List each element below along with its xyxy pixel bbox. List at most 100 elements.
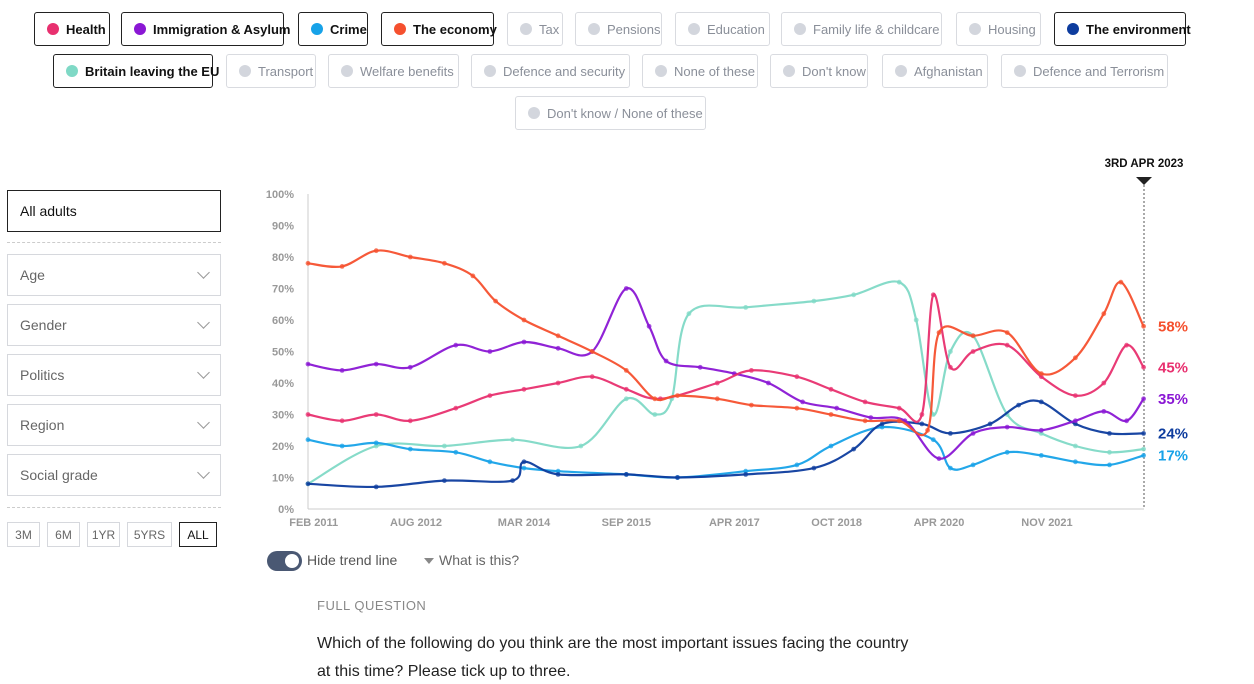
range-button-1yr[interactable]: 1YR bbox=[87, 522, 120, 547]
data-point-immigration-and-asylum bbox=[373, 361, 379, 367]
legend-dot-icon bbox=[528, 107, 540, 119]
data-point-immigration-and-asylum bbox=[1038, 427, 1044, 433]
issue-chip-label: Education bbox=[707, 21, 765, 37]
x-tick-label: APR 2017 bbox=[709, 517, 760, 529]
filter-label: Gender bbox=[20, 317, 67, 333]
x-tick-label: OCT 2018 bbox=[811, 517, 862, 529]
divider bbox=[7, 507, 221, 508]
data-point-britain-leaving-the-eu bbox=[743, 305, 749, 310]
issue-chip-label: Transport bbox=[258, 63, 314, 79]
range-button-all[interactable]: ALL bbox=[179, 522, 217, 547]
series-line-britain-leaving-the-eu bbox=[306, 280, 1145, 485]
y-tick-label: 40% bbox=[272, 378, 294, 390]
data-point-britain-leaving-the-eu bbox=[686, 311, 692, 317]
data-point-crime bbox=[1073, 459, 1078, 465]
filter-gender-dropdown[interactable]: Gender bbox=[7, 304, 221, 346]
what-is-this-label[interactable]: What is this? bbox=[439, 552, 520, 568]
x-tick-label: SEP 2015 bbox=[602, 517, 651, 529]
data-point-immigration-and-asylum bbox=[487, 349, 493, 354]
data-point-crime bbox=[339, 443, 345, 449]
issue-chip-welfare-benefits[interactable]: Welfare benefits bbox=[328, 54, 459, 88]
x-tick-label: AUG 2012 bbox=[390, 517, 442, 529]
data-point-health bbox=[749, 368, 754, 373]
issue-chip-label: Family life & childcare bbox=[813, 21, 940, 37]
y-tick-label: 60% bbox=[272, 315, 294, 327]
legend-dot-icon bbox=[311, 23, 323, 35]
end-value-label-crime: 17% bbox=[1158, 447, 1188, 464]
issue-chip-defence-and-security[interactable]: Defence and security bbox=[471, 54, 630, 88]
range-button-5yrs[interactable]: 5YRS bbox=[127, 522, 172, 547]
range-button-6m[interactable]: 6M bbox=[47, 522, 80, 547]
filter-age-dropdown[interactable]: Age bbox=[7, 254, 221, 296]
issue-chip-family-life-and-childcare[interactable]: Family life & childcare bbox=[781, 12, 942, 46]
data-point-health bbox=[970, 349, 976, 354]
data-point-health bbox=[521, 386, 527, 392]
data-point-the-economy bbox=[936, 330, 942, 335]
data-point-britain-leaving-the-eu bbox=[1073, 443, 1078, 449]
legend-dot-icon bbox=[341, 65, 353, 77]
data-point-health bbox=[930, 292, 936, 298]
full-question-label: FULL QUESTION bbox=[317, 598, 427, 613]
filter-region-dropdown[interactable]: Region bbox=[7, 404, 221, 446]
issue-chip-don-t-know[interactable]: Don't know bbox=[770, 54, 868, 88]
filter-politics-dropdown[interactable]: Politics bbox=[7, 354, 221, 396]
issue-chip-the-environment[interactable]: The environment bbox=[1054, 12, 1191, 46]
issues-line-chart: 100% 90% 80% 70% 60% 50% 40% 30% 20% 10% 0%FEB 201… bbox=[266, 158, 1188, 529]
data-point-immigration-and-asylum bbox=[407, 364, 413, 370]
full-question-text: Which of the following do you think are … bbox=[317, 635, 909, 680]
data-point-the-economy bbox=[675, 393, 680, 398]
series-line-health bbox=[306, 293, 1145, 423]
hide-trend-label[interactable]: Hide trend line bbox=[307, 552, 398, 568]
data-point-health bbox=[948, 364, 953, 370]
issue-chip-the-economy[interactable]: The economy bbox=[381, 12, 497, 46]
issue-chip-transport[interactable]: Transport bbox=[226, 54, 316, 88]
series-line-crime bbox=[306, 425, 1145, 479]
y-tick-label: 90% bbox=[272, 221, 294, 233]
y-tick-label: 30% bbox=[272, 410, 294, 422]
data-point-crime bbox=[794, 462, 800, 468]
filter-label: Politics bbox=[20, 367, 65, 383]
legend-dot-icon bbox=[394, 23, 406, 35]
issue-chip-immigration-and-asylum[interactable]: Immigration & Asylum bbox=[121, 12, 290, 46]
data-point-the-economy bbox=[521, 317, 527, 323]
issue-chip-crime[interactable]: Crime bbox=[298, 12, 368, 46]
current-date-label: 3RD APR 2023 bbox=[1105, 158, 1184, 170]
issue-chip-health[interactable]: Health bbox=[34, 12, 110, 46]
data-point-immigration-and-asylum bbox=[1124, 418, 1129, 424]
issue-chip-pensions[interactable]: Pensions bbox=[575, 12, 662, 46]
what-is-this-link[interactable]: What is this? bbox=[424, 552, 519, 568]
data-point-crime bbox=[970, 462, 976, 468]
audience-all-adults[interactable]: All adults bbox=[7, 190, 221, 232]
chevron-down-icon bbox=[197, 366, 210, 379]
data-point-immigration-and-asylum bbox=[800, 399, 805, 405]
issue-chip-housing[interactable]: Housing bbox=[956, 12, 1041, 46]
data-point-immigration-and-asylum bbox=[646, 323, 652, 329]
data-point-britain-leaving-the-eu bbox=[1141, 446, 1146, 452]
data-point-britain-leaving-the-eu bbox=[623, 396, 629, 402]
issue-chip-none-of-these[interactable]: None of these bbox=[642, 54, 758, 88]
issue-chip-don-t-know-none-of-these[interactable]: Don't know / None of these bbox=[515, 96, 706, 130]
data-point-health bbox=[589, 374, 595, 380]
y-tick-label: 0% bbox=[278, 504, 294, 516]
issue-chip-britain-leaving-the-eu[interactable]: Britain leaving the EU bbox=[53, 54, 219, 88]
filter-social-grade-dropdown[interactable]: Social grade bbox=[7, 454, 221, 496]
data-point-the-economy bbox=[652, 396, 658, 402]
data-point-the-environment bbox=[811, 465, 817, 471]
issue-chip-tax[interactable]: Tax bbox=[507, 12, 563, 46]
data-point-crime bbox=[453, 449, 459, 455]
series-line-immigration-and-asylum bbox=[306, 287, 1145, 460]
data-point-immigration-and-asylum bbox=[521, 339, 527, 345]
data-point-health bbox=[896, 405, 902, 411]
x-tick-label: MAR 2014 bbox=[498, 517, 551, 529]
issue-chip-afghanistan[interactable]: Afghanistan bbox=[882, 54, 988, 88]
data-point-the-environment bbox=[373, 484, 379, 490]
x-tick-label: APR 2020 bbox=[914, 517, 965, 529]
y-tick-label: 20% bbox=[272, 441, 294, 453]
issue-chip-education[interactable]: Education bbox=[675, 12, 770, 46]
issue-chip-defence-and-terrorism[interactable]: Defence and Terrorism bbox=[1001, 54, 1168, 88]
data-point-health bbox=[828, 386, 834, 392]
data-point-the-economy bbox=[1004, 330, 1010, 335]
hide-trend-toggle[interactable] bbox=[267, 551, 302, 571]
data-point-britain-leaving-the-eu bbox=[652, 412, 658, 417]
range-button-3m[interactable]: 3M bbox=[7, 522, 40, 547]
